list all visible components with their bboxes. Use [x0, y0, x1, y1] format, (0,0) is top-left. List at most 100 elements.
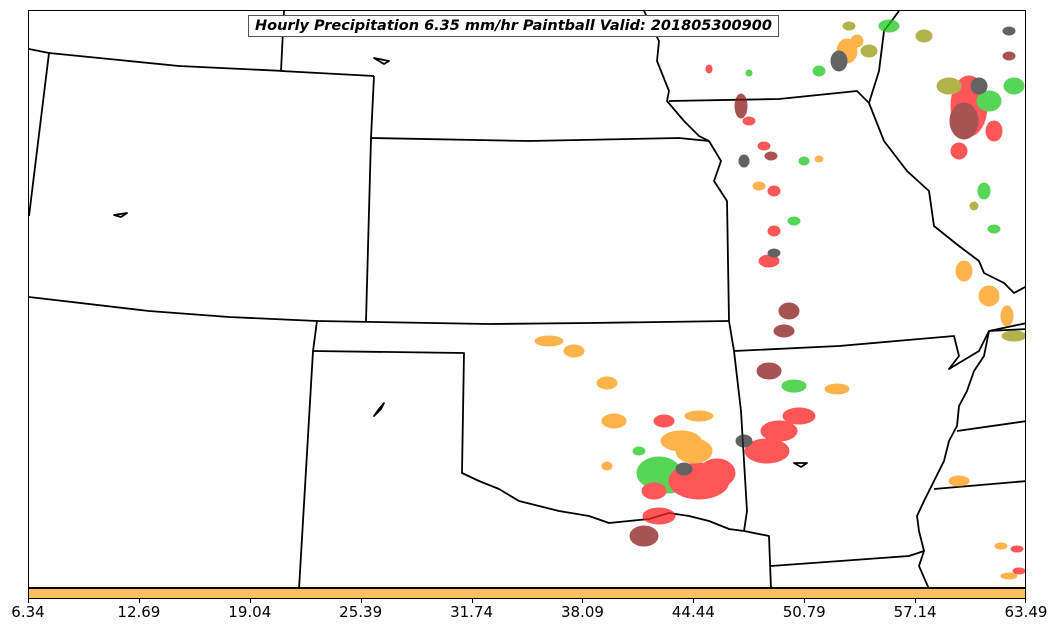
precip-paintball: [675, 462, 693, 476]
colorbar-tick-label: 12.69: [117, 603, 161, 621]
precip-paintball: [1003, 77, 1025, 95]
colorbar-tick-label: 38.09: [560, 603, 604, 621]
colorbar-tick-mark: [804, 599, 806, 603]
precip-paintball: [798, 156, 810, 166]
precip-paintball: [850, 34, 864, 48]
colorbar-tick-mark: [693, 599, 695, 603]
colorbar-tick-mark: [138, 599, 140, 603]
precip-paintball: [757, 141, 771, 151]
colorbar-tick-label: 6.34: [11, 603, 45, 621]
precip-paintball: [842, 21, 856, 31]
precip-paintball: [1010, 545, 1024, 553]
precip-paintball: [787, 216, 801, 226]
colorbar-tick-label: 50.79: [782, 603, 826, 621]
precip-paintball: [830, 50, 848, 72]
precip-paintball: [812, 65, 826, 77]
colorbar-tick-mark: [582, 599, 584, 603]
border-ok-ar: [728, 320, 748, 532]
colorbar-tick-label: 57.14: [893, 603, 937, 621]
precip-paintball: [782, 407, 816, 425]
precip-paintball: [860, 44, 878, 58]
precip-paintball: [767, 225, 781, 237]
precip-paintball: [767, 185, 781, 197]
precip-paintball: [684, 410, 714, 422]
precip-paintball: [629, 525, 659, 547]
precip-paintball: [985, 120, 1003, 142]
precip-paintball: [596, 376, 618, 390]
precip-paintball: [601, 413, 627, 429]
border-ky-tn: [988, 328, 1025, 332]
precip-paintball: [563, 344, 585, 358]
precip-paintball: [734, 93, 748, 119]
precip-paintball: [976, 90, 1002, 112]
lake-feature-4: [793, 462, 808, 468]
border-wy-north: [48, 52, 285, 72]
border-river-mississippi-lower: [916, 330, 990, 587]
map-title: Hourly Precipitation 6.35 mm/hr Paintbal…: [248, 15, 779, 37]
precip-paintball: [752, 181, 766, 191]
precip-paintball: [778, 302, 800, 320]
border-ok-panhandle: [298, 320, 318, 587]
precip-paintball: [948, 475, 970, 487]
precip-paintball: [949, 102, 979, 140]
precip-paintballs: [534, 19, 1025, 580]
precip-paintball: [1000, 572, 1018, 580]
precip-paintball: [969, 201, 979, 211]
precip-paintball: [601, 461, 613, 471]
precip-paintball: [936, 77, 962, 95]
precip-paintball: [760, 420, 798, 442]
precip-paintball: [978, 285, 1000, 307]
precip-paintball: [955, 260, 973, 282]
border-ks-ok: [316, 320, 730, 325]
precip-paintball: [534, 335, 564, 347]
border-ms-east: [933, 480, 1025, 490]
precip-paintball: [994, 542, 1008, 550]
border-wy-co: [29, 296, 318, 322]
border-tx-ar-la: [743, 530, 772, 587]
precip-paintball: [878, 19, 900, 33]
precip-paintball: [970, 77, 988, 95]
border-ia-mo: [668, 90, 870, 104]
colorbar-tick-mark: [360, 599, 362, 603]
precip-paintball: [814, 155, 824, 163]
border-ar-la: [770, 550, 925, 567]
colorbar-tick-mark: [471, 599, 473, 603]
border-mo-ar: [733, 322, 1025, 370]
precip-paintball: [641, 482, 667, 500]
precip-paintball: [705, 64, 713, 74]
precip-paintball: [1012, 567, 1025, 575]
border-wy-west: [29, 48, 50, 217]
colorbar: [28, 588, 1026, 599]
precip-paintball: [824, 383, 850, 395]
lake-feature-1: [113, 212, 128, 218]
border-ne-co: [365, 75, 375, 322]
colorbar-tick-mark: [915, 599, 917, 603]
colorbar-tick-mark: [1025, 599, 1026, 603]
precip-paintball: [781, 379, 807, 393]
precip-paintball: [738, 154, 750, 168]
precip-paintball: [745, 69, 753, 77]
precip-paintball: [1002, 26, 1016, 36]
border-tn-ms: [956, 420, 1025, 432]
colorbar-tick-label: 25.39: [339, 603, 383, 621]
border-ne-ks: [370, 137, 710, 142]
precip-paintball: [642, 507, 676, 525]
precip-paintball: [742, 116, 756, 126]
precip-paintball: [767, 248, 781, 258]
colorbar-tick-mark: [249, 599, 251, 603]
border-river-ne-ia: [643, 11, 710, 142]
colorbar-tick-label: 19.04: [228, 603, 272, 621]
lake-feature-3: [373, 402, 385, 417]
precip-paintball: [675, 438, 713, 464]
lake-feature-2: [373, 57, 390, 65]
precip-paintball: [698, 458, 736, 488]
precip-paintball: [764, 151, 778, 161]
precip-paintball: [735, 434, 753, 448]
map-canvas: [29, 11, 1025, 587]
precip-paintball: [1002, 51, 1016, 61]
precip-paintball: [1000, 305, 1014, 327]
border-mo-ks: [708, 140, 730, 322]
precip-paintball: [915, 29, 933, 43]
precip-paintball: [653, 414, 675, 428]
map-panel: [28, 10, 1026, 588]
